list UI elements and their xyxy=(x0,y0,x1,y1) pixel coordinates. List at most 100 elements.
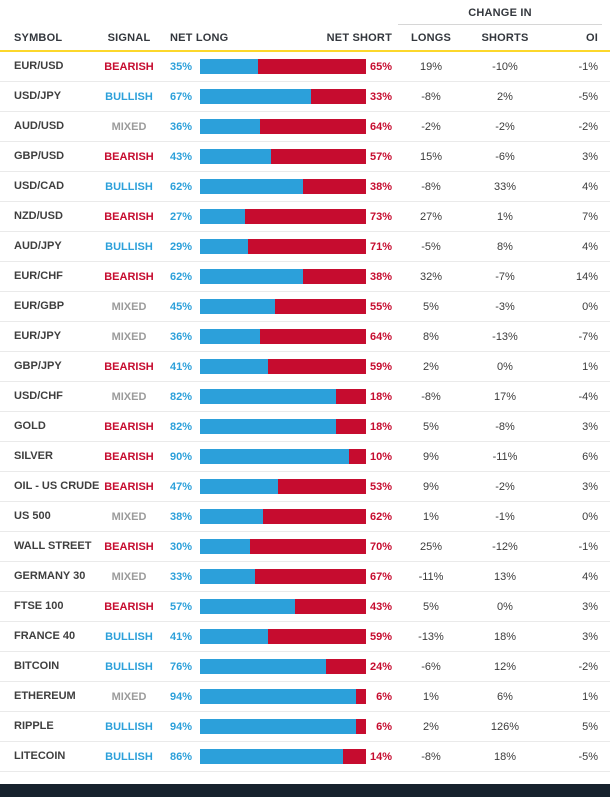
table-row[interactable]: GERMANY 30 MIXED 33% 67% -11% 13% 4% xyxy=(0,562,610,592)
table-row[interactable]: SILVER BEARISH 90% 10% 9% -11% 6% xyxy=(0,442,610,472)
symbol-label[interactable]: AUD/JPY xyxy=(14,239,62,252)
table-row[interactable]: EUR/CHF BEARISH 62% 38% 32% -7% 14% xyxy=(0,262,610,292)
column-header-oi[interactable]: OI xyxy=(585,31,598,44)
symbol-label[interactable]: EUR/GBP xyxy=(14,299,65,312)
net-long-value: 27% xyxy=(170,210,193,223)
column-header-longs[interactable]: LONGS xyxy=(410,31,452,44)
table-row[interactable]: EUR/USD BEARISH 35% 65% 19% -10% -1% xyxy=(0,52,610,82)
table-row[interactable]: WALL STREET BEARISH 30% 70% 25% -12% -1% xyxy=(0,532,610,562)
table-row[interactable]: NZD/USD BEARISH 27% 73% 27% 1% 7% xyxy=(0,202,610,232)
change-shorts-value: -2% xyxy=(495,480,515,493)
symbol-label[interactable]: NZD/USD xyxy=(14,209,63,222)
table-row[interactable]: US 500 MIXED 38% 62% 1% -1% 0% xyxy=(0,502,610,532)
symbol-label[interactable]: GERMANY 30 xyxy=(14,569,86,582)
column-header-symbol[interactable]: SYMBOL xyxy=(14,31,63,44)
change-longs-value: 9% xyxy=(423,450,439,463)
table-row[interactable]: GBP/USD BEARISH 43% 57% 15% -6% 3% xyxy=(0,142,610,172)
symbol-label[interactable]: FRANCE 40 xyxy=(14,629,76,642)
change-oi-value: 4% xyxy=(582,180,598,193)
table-row[interactable]: GBP/JPY BEARISH 41% 59% 2% 0% 1% xyxy=(0,352,610,382)
symbol-label[interactable]: GOLD xyxy=(14,419,46,432)
table-row[interactable]: OIL - US CRUDE BEARISH 47% 53% 9% -2% 3% xyxy=(0,472,610,502)
net-short-value: 64% xyxy=(369,120,392,133)
table-row[interactable]: ETHEREUM MIXED 94% 6% 1% 6% 1% xyxy=(0,682,610,712)
symbol-label[interactable]: USD/CAD xyxy=(14,179,65,192)
signal-label: BEARISH xyxy=(104,60,154,73)
change-shorts-value: 1% xyxy=(497,210,513,223)
net-long-value: 76% xyxy=(170,660,193,673)
symbol-label[interactable]: USD/CHF xyxy=(14,389,63,402)
signal-label: BEARISH xyxy=(104,480,154,493)
table-row[interactable]: BITCOIN BULLISH 76% 24% -6% 12% -2% xyxy=(0,652,610,682)
symbol-label[interactable]: EUR/JPY xyxy=(14,329,62,342)
short-bar xyxy=(336,419,366,434)
short-bar xyxy=(271,149,366,164)
signal-label: MIXED xyxy=(111,510,147,523)
signal-label: BULLISH xyxy=(105,660,153,673)
change-longs-value: 5% xyxy=(423,420,439,433)
net-long-value: 62% xyxy=(170,270,193,283)
symbol-label[interactable]: EUR/USD xyxy=(14,59,64,72)
change-longs-value: 27% xyxy=(419,210,443,223)
change-longs-value: -13% xyxy=(418,630,444,643)
symbol-label[interactable]: RIPPLE xyxy=(14,719,54,732)
short-bar xyxy=(342,749,366,764)
symbol-label[interactable]: OIL - US CRUDE xyxy=(14,479,100,492)
short-bar xyxy=(259,119,366,134)
change-oi-value: 3% xyxy=(582,480,598,493)
symbol-label[interactable]: US 500 xyxy=(14,509,51,522)
net-long-value: 41% xyxy=(170,360,193,373)
sentiment-bar xyxy=(200,119,366,134)
table-row[interactable]: FTSE 100 BEARISH 57% 43% 5% 0% 3% xyxy=(0,592,610,622)
change-longs-value: -8% xyxy=(421,390,441,403)
table-row[interactable]: FRANCE 40 BULLISH 41% 59% -13% 18% 3% xyxy=(0,622,610,652)
sentiment-bar xyxy=(200,299,366,314)
short-bar xyxy=(294,599,366,614)
table-row[interactable]: RIPPLE BULLISH 94% 6% 2% 126% 5% xyxy=(0,712,610,742)
change-shorts-value: 18% xyxy=(493,750,517,763)
change-oi-value: 3% xyxy=(582,630,598,643)
change-in-header: CHANGE IN xyxy=(398,7,602,25)
symbol-label[interactable]: GBP/USD xyxy=(14,149,65,162)
table-row[interactable]: USD/JPY BULLISH 67% 33% -8% 2% -5% xyxy=(0,82,610,112)
symbol-label[interactable]: EUR/CHF xyxy=(14,269,63,282)
table-row[interactable]: USD/CHF MIXED 82% 18% -8% 17% -4% xyxy=(0,382,610,412)
sentiment-bar xyxy=(200,689,366,704)
column-header-net-short[interactable]: NET SHORT xyxy=(326,31,392,44)
symbol-label[interactable]: GBP/JPY xyxy=(14,359,62,372)
net-short-value: 14% xyxy=(369,750,392,763)
signal-label: BULLISH xyxy=(105,240,153,253)
signal-label: BEARISH xyxy=(104,150,154,163)
symbol-label[interactable]: FTSE 100 xyxy=(14,599,64,612)
symbol-label[interactable]: ETHEREUM xyxy=(14,689,76,702)
table-row[interactable]: GOLD BEARISH 82% 18% 5% -8% 3% xyxy=(0,412,610,442)
change-shorts-value: 126% xyxy=(490,720,520,733)
symbol-label[interactable]: WALL STREET xyxy=(14,539,92,552)
long-bar xyxy=(200,209,245,224)
column-header-signal[interactable]: SIGNAL xyxy=(107,31,151,44)
change-oi-value: -7% xyxy=(578,330,598,343)
table-row[interactable]: AUD/USD MIXED 36% 64% -2% -2% -2% xyxy=(0,112,610,142)
table-row[interactable]: AUD/JPY BULLISH 29% 71% -5% 8% 4% xyxy=(0,232,610,262)
symbol-label[interactable]: BITCOIN xyxy=(14,659,60,672)
table-row[interactable]: EUR/GBP MIXED 45% 55% 5% -3% 0% xyxy=(0,292,610,322)
column-header-shorts[interactable]: SHORTS xyxy=(481,31,529,44)
symbol-label[interactable]: USD/JPY xyxy=(14,89,62,102)
symbol-label[interactable]: SILVER xyxy=(14,449,53,462)
long-bar xyxy=(200,599,295,614)
table-row[interactable]: LITECOIN BULLISH 86% 14% -8% 18% -5% xyxy=(0,742,610,772)
sentiment-bar-track xyxy=(200,209,366,224)
table-row[interactable]: USD/CAD BULLISH 62% 38% -8% 33% 4% xyxy=(0,172,610,202)
header-group-row: CHANGE IN xyxy=(0,5,610,25)
symbol-label[interactable]: LITECOIN xyxy=(14,749,66,762)
sentiment-bar-track xyxy=(200,149,366,164)
signal-label: MIXED xyxy=(111,390,147,403)
symbol-label[interactable]: AUD/USD xyxy=(14,119,65,132)
long-bar xyxy=(200,239,249,254)
table-row[interactable]: EUR/JPY MIXED 36% 64% 8% -13% -7% xyxy=(0,322,610,352)
change-oi-value: -2% xyxy=(578,660,598,673)
column-header-net-long[interactable]: NET LONG xyxy=(170,31,229,44)
sentiment-bar xyxy=(200,509,366,524)
sentiment-bar xyxy=(200,659,366,674)
